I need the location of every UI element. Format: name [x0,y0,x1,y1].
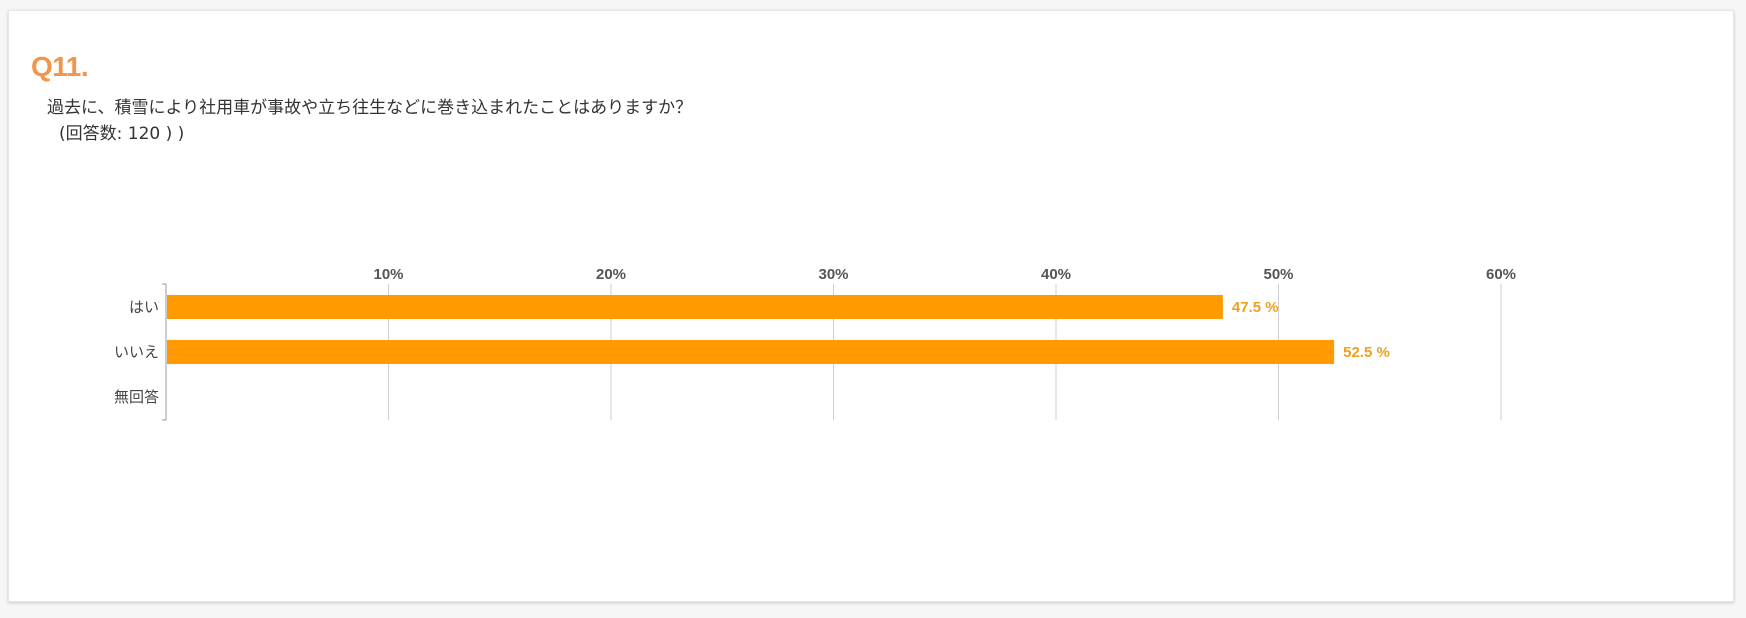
response-count: (回答数: 120 ) ) [59,124,185,144]
question-text: 過去に、積雪により社用車が事故や立ち往生などに巻き込まれたことはありますか？ [47,98,693,118]
x-tick-label: 40% [1041,266,1071,283]
value-label: 52.5 % [1343,344,1390,361]
question-card: Q11. 過去に、積雪により社用車が事故や立ち往生などに巻き込まれたことはありま… [8,10,1734,602]
bars [167,295,1335,364]
x-tick-label: 60% [1486,266,1516,283]
x-tick-label: 10% [373,266,403,283]
category-label: 無回答 [114,389,159,406]
y-axis [162,283,167,421]
bar-1 [167,295,1223,319]
category-label: いいえ [114,344,159,361]
value-label: 47.5 % [1232,299,1279,316]
x-tick-label: 20% [596,266,626,283]
question-number: Q11. [31,51,89,82]
bar-2 [167,340,1335,364]
bar-chart: 10% 20% 30% 40% 50% 60% はい 47.5 % いいえ 52.5 % 無回答 [114,266,1516,421]
x-tick-label: 50% [1263,266,1293,283]
category-label: はい [129,299,159,316]
labels: 10% 20% 30% 40% 50% 60% はい 47.5 % いいえ 52.5 % 無回答 [114,266,1516,406]
x-tick-label: 30% [818,266,848,283]
